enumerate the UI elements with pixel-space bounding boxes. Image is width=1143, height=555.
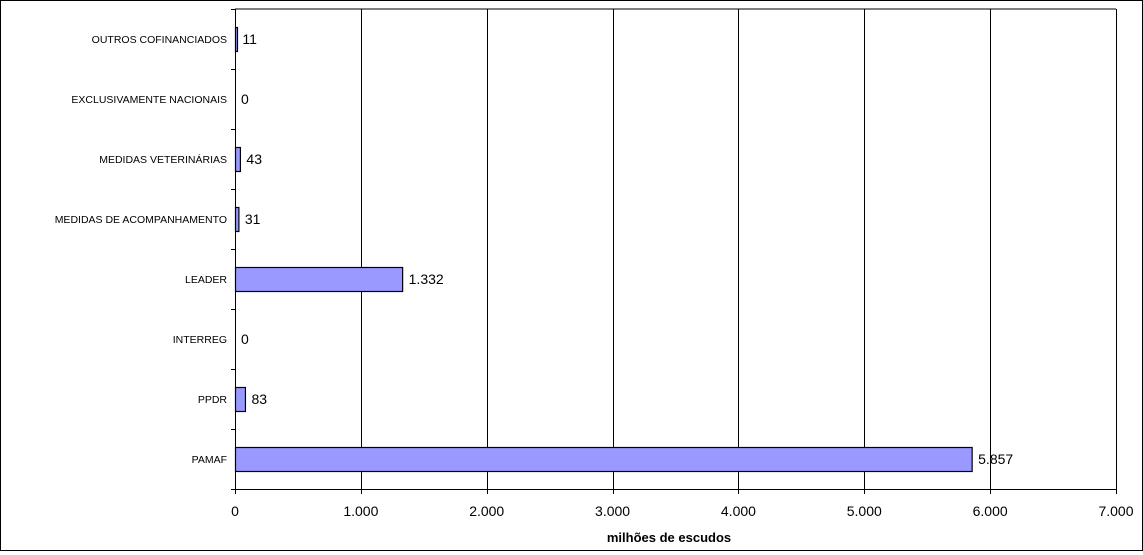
category-label: PPDR [198, 394, 228, 406]
x-tick-label: 4.000 [721, 503, 756, 519]
x-tick-labels: 0 1.000 2.000 3.000 4.000 5.000 6.000 7.000 [231, 503, 1134, 519]
category-label: INTERREG [173, 334, 227, 346]
x-tick-label: 3.000 [595, 503, 630, 519]
bar [234, 146, 242, 173]
bars [234, 26, 973, 473]
axes [231, 9, 1117, 494]
category-labels: PAMAF PPDR INTERREG LEADER MEDIDAS DE ACOMPA… [55, 34, 228, 466]
x-tick-label: 0 [231, 503, 239, 519]
x-tick-label: 6.000 [973, 503, 1008, 519]
data-label: 5.857 [978, 451, 1013, 467]
x-tick-label: 1.000 [343, 503, 378, 519]
x-axis-title: milhões de escudos [607, 530, 731, 545]
category-label: LEADER [185, 274, 227, 286]
category-label: EXCLUSIVAMENTE NACIONAIS [71, 94, 227, 106]
bar [234, 206, 240, 233]
x-tick-label: 7.000 [1098, 503, 1133, 519]
data-label: 0 [241, 91, 249, 107]
x-tick-label: 5.000 [847, 503, 882, 519]
bar [234, 446, 973, 473]
category-label: OUTROS COFINANCIADOS [92, 34, 227, 46]
data-label: 43 [246, 151, 262, 167]
data-label: 0 [241, 331, 249, 347]
category-label: MEDIDAS DE ACOMPANHAMENTO [55, 214, 227, 226]
category-label: MEDIDAS VETERINÁRIAS [99, 153, 227, 166]
gridlines [235, 8, 1117, 489]
data-labels: 5.857 83 0 1.332 31 43 0 11 [241, 31, 1013, 467]
data-label: 83 [251, 391, 267, 407]
data-label: 31 [245, 211, 261, 227]
bar [234, 386, 247, 413]
x-tick-label: 2.000 [469, 503, 504, 519]
bar [234, 266, 404, 293]
category-label: PAMAF [192, 454, 227, 466]
data-label: 11 [242, 31, 257, 47]
data-label: 1.332 [409, 271, 444, 287]
